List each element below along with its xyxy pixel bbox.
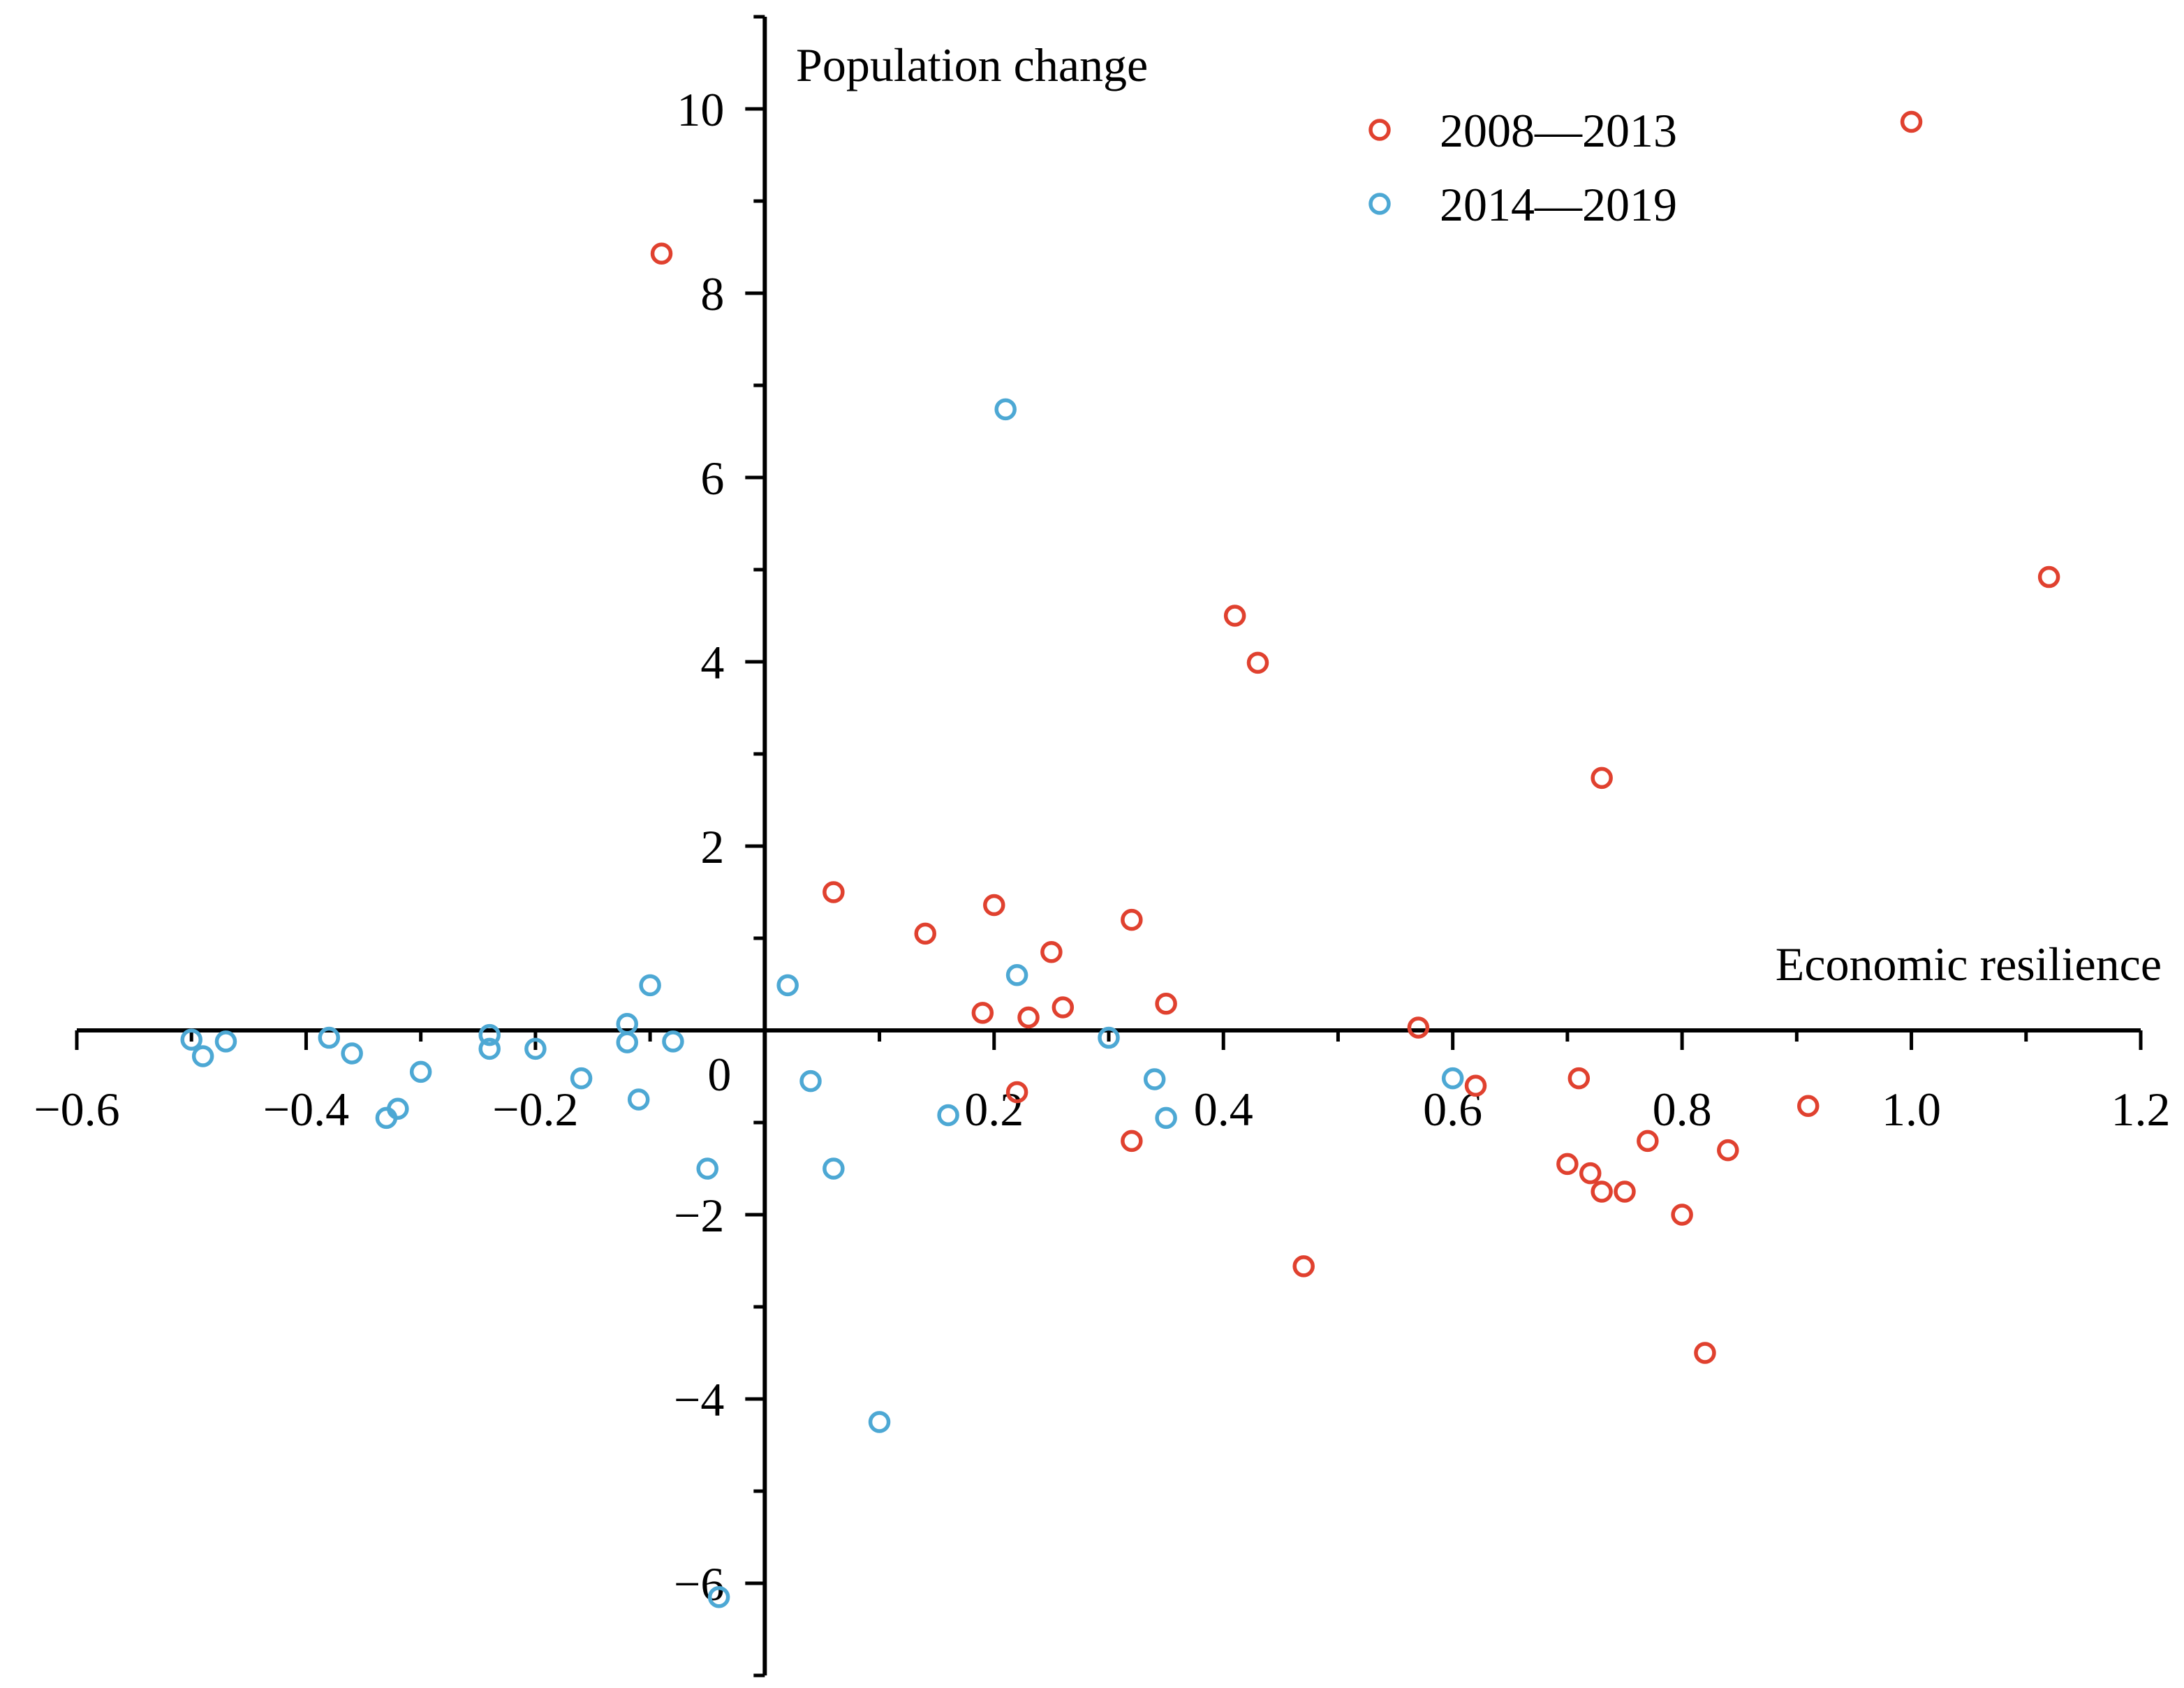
x-tick-label: 1.0: [1882, 1083, 1941, 1136]
data-point: [868, 1411, 891, 1433]
x-axis-title: Economic resilience: [1776, 938, 2162, 991]
data-point: [1441, 1067, 1464, 1090]
data-point: [1155, 992, 1177, 1015]
legend-label: 2014—2019: [1440, 178, 1677, 231]
data-point: [1717, 1139, 1739, 1162]
data-point: [478, 1037, 501, 1060]
y-tick-label: 4: [700, 636, 724, 689]
data-point: [1223, 605, 1246, 627]
data-point: [1407, 1016, 1430, 1039]
legend: 2008—2013 2014—2019: [1368, 104, 1677, 231]
data-point: [971, 1002, 994, 1024]
data-point: [994, 398, 1017, 421]
data-point: [1900, 110, 1923, 133]
data-point: [524, 1037, 547, 1060]
data-point: [1040, 941, 1063, 963]
data-point: [937, 1104, 959, 1127]
data-point: [1121, 1130, 1143, 1153]
x-tick-label: −0.4: [263, 1083, 349, 1136]
data-point: [662, 1030, 684, 1053]
data-point: [1246, 651, 1269, 674]
data-points: [180, 110, 2060, 1608]
y-axis-title: Population change: [796, 38, 1148, 91]
data-point: [822, 881, 845, 903]
data-point: [799, 1069, 822, 1093]
legend-marker: [1368, 119, 1391, 141]
legend-marker: [1368, 193, 1391, 215]
data-point: [1591, 1180, 1613, 1203]
legend-label: 2008—2013: [1440, 104, 1677, 157]
data-point: [1797, 1095, 1820, 1117]
data-point: [478, 1023, 501, 1046]
axes-group: −0.6 −0.4 −0.2 0.2 0.4 0.6 0.8 1.0 1.2 −6 −4 −2 0 2 4…: [34, 15, 2171, 1678]
x-tick-label: −0.6: [34, 1083, 119, 1136]
y-tick-label: −2: [674, 1189, 724, 1242]
data-point: [1052, 996, 1075, 1019]
data-point: [822, 1157, 845, 1180]
y-tick-label: 8: [700, 267, 724, 320]
data-point: [1098, 1026, 1120, 1049]
data-point: [983, 894, 1005, 917]
data-point: [1143, 1068, 1166, 1090]
data-point: [214, 1030, 237, 1053]
data-point: [639, 974, 661, 997]
y-tick-label: 0: [707, 1048, 731, 1101]
y-ticks: −6 −4 −2 0 2 4 6 8 10: [674, 15, 765, 1678]
x-ticks: −0.6 −0.4 −0.2 0.2 0.4 0.6 0.8 1.0 1.2: [34, 1030, 2171, 1136]
data-point: [776, 974, 799, 997]
series-2: [180, 398, 1464, 1608]
data-point: [318, 1026, 341, 1049]
data-point: [1671, 1204, 1693, 1226]
x-tick-label: 0.2: [964, 1083, 1024, 1136]
series-1: [650, 110, 2060, 1364]
data-point: [616, 1031, 639, 1053]
data-point: [1556, 1153, 1579, 1176]
data-point: [1464, 1074, 1487, 1097]
x-tick-label: −0.2: [492, 1083, 578, 1136]
data-point: [1005, 1081, 1028, 1104]
data-point: [1614, 1180, 1636, 1203]
data-point: [1005, 964, 1028, 986]
data-point: [707, 1586, 730, 1608]
data-point: [1591, 767, 1613, 790]
data-point: [341, 1042, 363, 1065]
data-point: [191, 1045, 214, 1067]
y-tick-label: 6: [700, 452, 724, 505]
data-point: [409, 1060, 432, 1083]
data-point: [1567, 1067, 1591, 1090]
data-point: [914, 922, 936, 945]
data-point: [696, 1157, 718, 1180]
data-point: [1121, 908, 1143, 931]
y-tick-label: 2: [700, 820, 724, 873]
data-point: [2037, 565, 2060, 588]
y-tick-label: −6: [674, 1557, 724, 1611]
data-point: [1579, 1162, 1602, 1185]
data-point: [1694, 1342, 1716, 1364]
data-point: [627, 1088, 650, 1111]
data-point: [1292, 1255, 1315, 1278]
data-point: [1637, 1130, 1659, 1153]
x-tick-label: 0.6: [1423, 1083, 1482, 1136]
data-point: [650, 242, 673, 265]
data-point: [1017, 1006, 1040, 1029]
x-tick-label: 0.4: [1194, 1083, 1253, 1136]
x-tick-label: 1.2: [2111, 1083, 2171, 1136]
x-tick-label: 0.8: [1653, 1083, 1712, 1136]
y-tick-label: −4: [674, 1373, 724, 1426]
data-point: [375, 1106, 398, 1130]
data-point: [180, 1028, 202, 1051]
y-tick-label: 10: [677, 83, 724, 136]
data-point: [570, 1067, 593, 1090]
data-point: [1155, 1106, 1177, 1130]
